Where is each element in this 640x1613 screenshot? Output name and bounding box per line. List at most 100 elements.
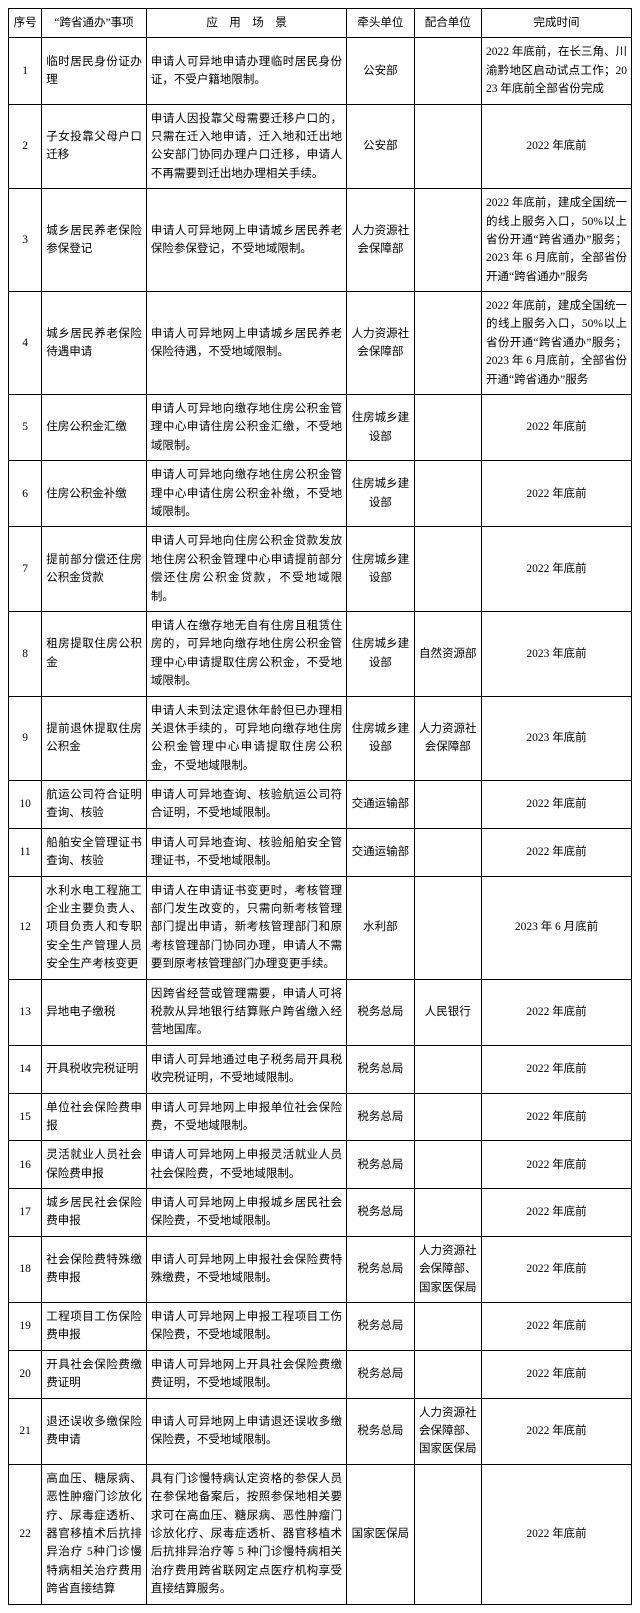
header-item: “跨省通办”事项 [42,9,147,38]
cell-scene: 申请人可异地网上申报灵活就业人员社会保险费，不受地域限制。 [146,1141,346,1189]
cell-item: 子女投靠父母户口迁移 [42,104,147,189]
cell-scene: 申请人可异地网上开具社会保险费缴费证明，不受地域限制。 [146,1350,346,1398]
header-lead: 牵头单位 [347,9,414,38]
cell-co: 人力资源社会保障部 [414,696,481,781]
table-row: 19工程项目工伤保险费申报申请人可异地网上申报工程项目工伤保险费，不受地域限制。… [9,1303,632,1351]
table-body: 1临时居民身份证办理申请人可异地申请办理临时居民身份证，不受户籍地限制。公安部2… [9,38,632,1604]
cell-co [414,1189,481,1237]
cell-lead: 税务总局 [347,1350,414,1398]
cell-item: 水利水电工程施工企业主要负责人、项目负责人和专职安全生产管理人员安全生产考核变更 [42,876,147,979]
cell-scene: 申请人未到法定退休年龄但已办理相关退休手续的，可异地向缴存地住房公积金管理中心申… [146,696,346,781]
cell-done: 2022 年底前 [482,527,632,612]
cell-lead: 水利部 [347,876,414,979]
cell-done: 2022 年底前 [482,395,632,461]
cell-seq: 1 [9,38,42,104]
cell-item: 高血压、糖尿病、恶性肿瘤门诊放化疗、尿毒症透析、器官移植术后抗排异治疗 5种门诊… [42,1464,147,1604]
cell-done: 2022 年底前 [482,828,632,876]
cell-scene: 因跨省经营或管理需要，申请人可将税款从异地银行结算账户跨省缴入经营地国库。 [146,979,346,1045]
cell-item: 单位社会保险费申报 [42,1093,147,1141]
cell-co [414,1303,481,1351]
cell-done: 2022 年底前，在长三角、川渝黔地区启动试点工作；2023 年底前全部省份完成 [482,38,632,104]
cell-seq: 6 [9,461,42,527]
header-scene-2: 用 [229,17,241,29]
cell-item: 提前退休提取住房公积金 [42,696,147,781]
cell-co [414,292,481,395]
table-row: 14开具税收完税证明申请人可异地通过电子税务局开具税收完税证明，不受地域限制。税… [9,1045,632,1093]
cell-done: 2022 年底前 [482,781,632,829]
cell-lead: 税务总局 [347,1189,414,1237]
table-row: 9提前退休提取住房公积金申请人未到法定退休年龄但已办理相关退休手续的，可异地向缴… [9,696,632,781]
cell-seq: 4 [9,292,42,395]
cell-lead: 税务总局 [347,1045,414,1093]
cell-scene: 申请人可异地申请办理临时居民身份证，不受户籍地限制。 [146,38,346,104]
cell-done: 2022 年底前，建成全国统一的线上服务入口，50%以上省份开通“跨省通办”服务… [482,292,632,395]
cell-seq: 3 [9,189,42,292]
cell-co [414,189,481,292]
cell-item: 船舶安全管理证书查询、核验 [42,828,147,876]
table-row: 13异地电子缴税因跨省经营或管理需要，申请人可将税款从异地银行结算账户跨省缴入经… [9,979,632,1045]
cell-lead: 税务总局 [347,1398,414,1464]
cell-item: 开具社会保险费缴费证明 [42,1350,147,1398]
cell-lead: 公安部 [347,104,414,189]
cell-item: 租房提取住房公积金 [42,611,147,696]
table-row: 8租房提取住房公积金申请人在缴存地无自有住房且租赁住房的，可异地向缴存地住房公积… [9,611,632,696]
header-scene: 应 用 场 景 [146,9,346,38]
cell-lead: 税务总局 [347,1093,414,1141]
cell-scene: 申请人可异地通过电子税务局开具税收完税证明，不受地域限制。 [146,1045,346,1093]
table-row: 7提前部分偿还住房公积金贷款申请人可异地向住房公积金贷款发放地住房公积金管理中心… [9,527,632,612]
cell-item: 航运公司符合证明查询、核验 [42,781,147,829]
cell-lead: 公安部 [347,38,414,104]
cell-co [414,461,481,527]
cell-lead: 住房城乡建设部 [347,527,414,612]
cell-seq: 18 [9,1236,42,1302]
cell-lead: 住房城乡建设部 [347,611,414,696]
cell-scene: 申请人可异地网上申报单位社会保险费，不受地域限制。 [146,1093,346,1141]
cell-co [414,781,481,829]
cell-item: 城乡居民社会保险费申报 [42,1189,147,1237]
cell-seq: 2 [9,104,42,189]
cell-seq: 12 [9,876,42,979]
cell-lead: 国家医保局 [347,1464,414,1604]
cell-item: 提前部分偿还住房公积金贷款 [42,527,147,612]
cell-done: 2022 年底前 [482,104,632,189]
cell-co [414,1464,481,1604]
cell-lead: 人力资源社会保障部 [347,189,414,292]
table-row: 3城乡居民养老保险参保登记申请人可异地网上申请城乡居民养老保险参保登记，不受地域… [9,189,632,292]
cell-co [414,395,481,461]
header-scene-4: 景 [275,17,287,29]
header-seq: 序号 [9,9,42,38]
table-row: 22高血压、糖尿病、恶性肿瘤门诊放化疗、尿毒症透析、器官移植术后抗排异治疗 5种… [9,1464,632,1604]
cell-seq: 20 [9,1350,42,1398]
cell-co: 人力资源社会保障部、国家医保局 [414,1398,481,1464]
cell-item: 社会保险费特殊缴费申报 [42,1236,147,1302]
cell-done: 2022 年底前 [482,1236,632,1302]
cell-done: 2022 年底前 [482,1303,632,1351]
cell-lead: 住房城乡建设部 [347,395,414,461]
table-row: 20开具社会保险费缴费证明申请人可异地网上开具社会保险费缴费证明，不受地域限制。… [9,1350,632,1398]
table-row: 12水利水电工程施工企业主要负责人、项目负责人和专职安全生产管理人员安全生产考核… [9,876,632,979]
cell-lead: 交通运输部 [347,828,414,876]
cell-lead: 交通运输部 [347,781,414,829]
cell-item: 城乡居民养老保险参保登记 [42,189,147,292]
cell-co [414,38,481,104]
cell-co: 人力资源社会保障部、国家医保局 [414,1236,481,1302]
table-row: 4城乡居民养老保险待遇申请申请人可异地网上申请城乡居民养老保险待遇，不受地域限制… [9,292,632,395]
cell-scene: 申请人在申请证书变更时，考核管理部门发生改变的，只需向新考核管理部门提出申请，新… [146,876,346,979]
cell-seq: 13 [9,979,42,1045]
cell-seq: 21 [9,1398,42,1464]
cell-done: 2022 年底前 [482,1093,632,1141]
cell-scene: 申请人可异地网上申请退还误收多缴保险费，不受地域限制。 [146,1398,346,1464]
cell-seq: 9 [9,696,42,781]
cell-done: 2022 年底前 [482,461,632,527]
cell-seq: 22 [9,1464,42,1604]
cell-item: 开具税收完税证明 [42,1045,147,1093]
cell-co [414,104,481,189]
cell-lead: 税务总局 [347,1303,414,1351]
cell-lead: 住房城乡建设部 [347,461,414,527]
header-co: 配合单位 [414,9,481,38]
cell-seq: 5 [9,395,42,461]
cell-item: 住房公积金汇缴 [42,395,147,461]
cell-scene: 申请人可异地向住房公积金贷款发放地住房公积金管理中心申请提前部分偿还住房公积金贷… [146,527,346,612]
table-row: 17城乡居民社会保险费申报申请人可异地网上申报城乡居民社会保险费，不受地域限制。… [9,1189,632,1237]
cell-co [414,1093,481,1141]
